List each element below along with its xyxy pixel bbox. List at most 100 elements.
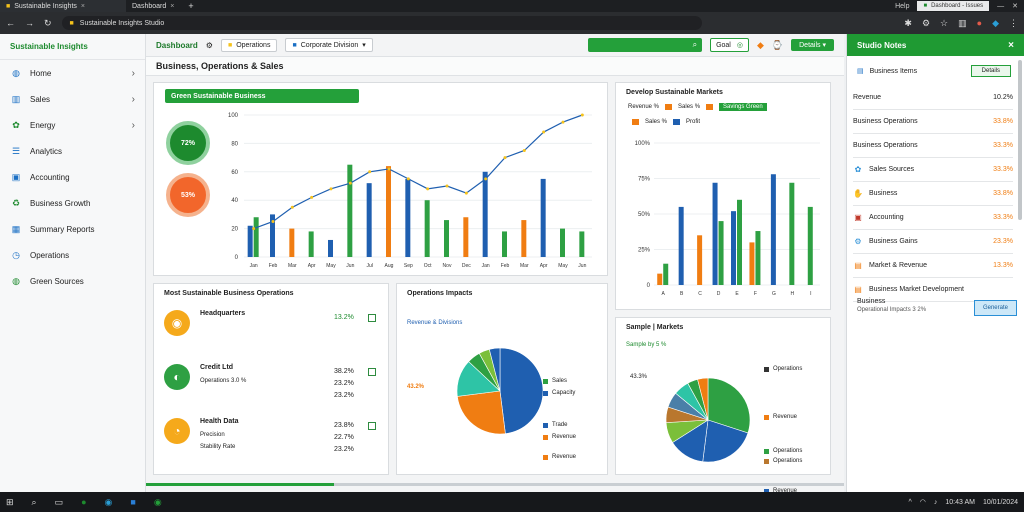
taskbar-files-icon[interactable]: ▭ bbox=[54, 496, 64, 507]
share-icon[interactable]: ◆ bbox=[992, 17, 999, 28]
row-action-icon[interactable] bbox=[368, 368, 376, 376]
sidebar-item-label: Operations bbox=[30, 250, 70, 260]
tray-up-icon[interactable]: ^ bbox=[908, 498, 912, 506]
clock-date[interactable]: 10/01/2024 bbox=[982, 498, 1018, 506]
generate-button[interactable]: Generate bbox=[973, 300, 1017, 316]
right-panel-row[interactable]: Revenue 10.2% bbox=[853, 86, 1013, 110]
time-icon[interactable]: ⌚ bbox=[771, 39, 784, 50]
sidebar-item[interactable]: ◍ Green Sources bbox=[0, 268, 145, 294]
division-dropdown[interactable]: ■ Corporate Division ▾ bbox=[285, 38, 373, 52]
browser-tab[interactable]: Dashboard × bbox=[126, 0, 180, 12]
folder-icon: ■ bbox=[227, 41, 233, 49]
forward-icon[interactable]: → bbox=[25, 18, 34, 28]
extensions-icon[interactable]: ✱ bbox=[904, 17, 912, 28]
wifi-icon[interactable]: ◠ bbox=[919, 499, 926, 506]
taskbar-browser-icon[interactable]: ◉ bbox=[104, 496, 113, 507]
start-icon[interactable]: ⊞ bbox=[6, 496, 14, 507]
window-tab[interactable]: ■ Dashboard - Issues bbox=[917, 1, 990, 11]
profile-icon[interactable]: ● bbox=[976, 17, 983, 28]
split-icon[interactable]: ▥ bbox=[958, 17, 967, 28]
x-tick-label: Jan bbox=[250, 263, 258, 269]
chart-icon: ▥ bbox=[11, 93, 21, 104]
sidebar-item[interactable]: ▦ Summary Reports bbox=[0, 216, 145, 242]
back-icon[interactable]: ← bbox=[6, 18, 15, 28]
sidebar-item[interactable]: ▥ Sales › bbox=[0, 86, 145, 112]
right-panel: Studio Notes × ▤ Business Items Details … bbox=[846, 34, 1024, 492]
details-button[interactable]: Details ▾ bbox=[791, 39, 834, 51]
taskbar-mail-icon[interactable]: ■ bbox=[130, 497, 136, 507]
minimize-icon[interactable]: — bbox=[997, 2, 1005, 10]
taskbar-app-icon[interactable]: ● bbox=[81, 497, 87, 507]
tab-close-icon[interactable]: × bbox=[80, 2, 85, 10]
close-window-icon[interactable]: ✕ bbox=[1012, 3, 1018, 10]
right-panel-row[interactable]: ▤ Market & Revenue 13.3% bbox=[853, 254, 1013, 278]
x-tick-label: Sep bbox=[404, 263, 413, 269]
right-panel-row[interactable]: Business Operations 33.8% bbox=[853, 110, 1013, 134]
pie-slice bbox=[707, 377, 751, 434]
list-item[interactable]: ◔ Health Data 23.8% Precision Stability Rate… bbox=[154, 416, 390, 456]
tag-icon[interactable]: ◆ bbox=[756, 39, 764, 50]
browser-tab-active[interactable]: ■ Sustainable Insights × bbox=[0, 0, 126, 12]
new-tab-icon[interactable]: + bbox=[188, 1, 194, 11]
pie2-subtitle: Sample by 5 % bbox=[626, 342, 667, 348]
y-tick-label: 100% bbox=[635, 141, 651, 147]
list-item-sub2: Stability Rate bbox=[200, 444, 236, 450]
clock-time[interactable]: 10:43 AM bbox=[945, 498, 975, 506]
y-tick-label: 25% bbox=[638, 248, 651, 254]
legend-swatch-orange bbox=[632, 119, 639, 125]
reload-icon[interactable]: ↻ bbox=[44, 17, 52, 28]
right-panel-scrollbar[interactable] bbox=[1018, 60, 1022, 220]
list-item[interactable]: ◉ Headquarters 13.2% bbox=[154, 308, 390, 348]
close-icon[interactable]: × bbox=[1008, 39, 1014, 51]
help-label[interactable]: Help bbox=[895, 2, 910, 10]
right-panel-row[interactable]: ▤ Business Market Development bbox=[853, 278, 1013, 302]
taskbar-chrome-icon[interactable]: ◉ bbox=[153, 496, 162, 507]
sidebar-item[interactable]: ◷ Operations bbox=[0, 242, 145, 268]
right-panel-row[interactable]: ⚙ Business Gains 23.3% bbox=[853, 230, 1013, 254]
legend-button[interactable]: Savings Green bbox=[719, 103, 767, 111]
row-action-icon[interactable] bbox=[368, 422, 376, 430]
right-panel-row[interactable]: ✿ Sales Sources 33.3% bbox=[853, 158, 1013, 182]
x-tick-label: Nov bbox=[443, 263, 452, 269]
sidebar-item[interactable]: ☰ Analytics bbox=[0, 138, 145, 164]
menu-icon[interactable]: ⋮ bbox=[1009, 17, 1018, 28]
right-panel-row-label: Business Gains bbox=[869, 238, 918, 245]
taskbar: ⊞ ⌕ ▭ ● ◉ ■ ◉ ^ ◠ ♪ 10:43 AM 10/01/2024 bbox=[0, 492, 1024, 512]
x-tick-label: H bbox=[791, 291, 795, 297]
right-panel-row[interactable]: Business Operations 33.3% bbox=[853, 134, 1013, 158]
sidebar-item[interactable]: ◍ Home › bbox=[0, 60, 145, 86]
sidebar: Sustainable Insights ◍ Home › ▥ Sales › ✿ Energ… bbox=[0, 34, 146, 492]
goal-filter[interactable]: Goal ◎ bbox=[710, 38, 749, 52]
operations-filter[interactable]: ■ Operations bbox=[220, 38, 278, 52]
settings-icon[interactable]: ⚙ bbox=[921, 17, 931, 28]
sidebar-item[interactable]: ▣ Accounting bbox=[0, 164, 145, 190]
search-bar[interactable]: ⌕ bbox=[588, 38, 703, 52]
toolbar-settings-icon[interactable]: ⚙ bbox=[205, 40, 213, 50]
list-item[interactable]: ◐ Credit Ltd 38.2% Operations 3.0 % 23.2% 23.… bbox=[154, 362, 390, 402]
row-action-icon[interactable] bbox=[368, 314, 376, 322]
pill-icon: ◐ bbox=[164, 364, 190, 390]
system-tray: ^ ◠ ♪ 10:43 AM 10/01/2024 bbox=[908, 498, 1018, 507]
bar bbox=[521, 220, 527, 257]
bar bbox=[289, 228, 295, 257]
goal-filter-label: Goal bbox=[716, 41, 731, 49]
right-panel-row[interactable]: ✋ Business 33.8% bbox=[853, 182, 1013, 206]
details-panel-button[interactable]: Details bbox=[970, 65, 1011, 77]
legend-label: Sales bbox=[552, 378, 568, 384]
x-tick-label: Apr bbox=[540, 263, 548, 269]
right-panel-row[interactable]: ▣ Accounting 33.3% bbox=[853, 206, 1013, 230]
card-banner-label: Green Sustainable Business bbox=[171, 92, 266, 100]
url-field[interactable]: ■ Sustainable Insights Studio bbox=[61, 16, 702, 30]
breadcrumb[interactable]: Dashboard bbox=[156, 40, 198, 50]
volume-icon[interactable]: ♪ bbox=[933, 498, 938, 506]
details-button-label: Details bbox=[799, 42, 821, 49]
legend-item: Revenue bbox=[543, 434, 576, 440]
sidebar-item[interactable]: ♻ Business Growth bbox=[0, 190, 145, 216]
y-tick-label: 0 bbox=[235, 255, 239, 261]
grid-icon: ▦ bbox=[11, 223, 21, 234]
taskbar-search-icon[interactable]: ⌕ bbox=[31, 496, 37, 507]
tab-close-icon[interactable]: × bbox=[170, 2, 175, 10]
bookmark-icon[interactable]: ☆ bbox=[940, 17, 949, 28]
x-tick-label: Jun bbox=[346, 263, 354, 269]
sidebar-item[interactable]: ✿ Energy › bbox=[0, 112, 145, 138]
